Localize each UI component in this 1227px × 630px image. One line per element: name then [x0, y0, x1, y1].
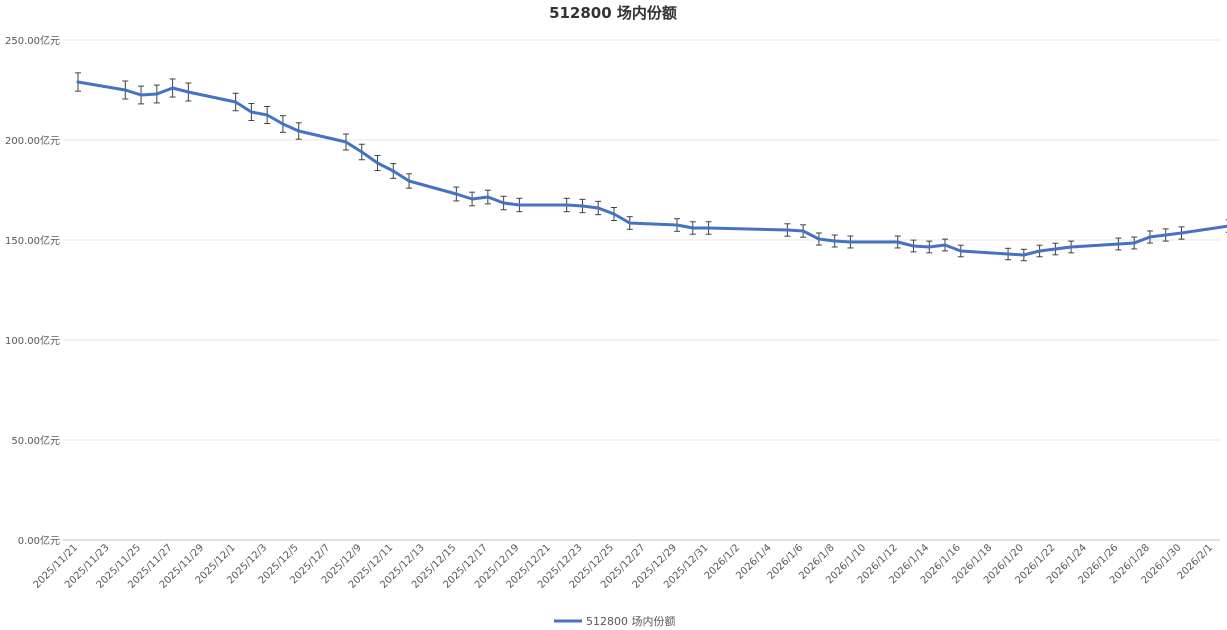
data-point: [517, 203, 521, 207]
data-point: [927, 245, 931, 249]
data-point: [1006, 252, 1010, 256]
data-point: [691, 226, 695, 230]
data-point: [1164, 233, 1168, 237]
data-point: [391, 169, 395, 173]
data-point: [580, 204, 584, 208]
data-point: [833, 239, 837, 243]
data-point: [502, 201, 506, 205]
data-point: [1069, 245, 1073, 249]
data-point: [817, 237, 821, 241]
legend: 512800 场内份额: [554, 614, 676, 628]
data-point: [281, 122, 285, 126]
data-point: [628, 221, 632, 225]
data-point: [675, 223, 679, 227]
y-tick-label: 250.00亿元: [5, 34, 60, 47]
y-tick-label: 100.00亿元: [5, 334, 60, 347]
data-point: [171, 86, 175, 90]
data-point: [123, 88, 127, 92]
x-axis-tick-labels: 2025/11/212025/11/232025/11/252025/11/27…: [32, 542, 1216, 591]
data-point: [297, 129, 301, 133]
data-point: [344, 140, 348, 144]
data-point: [76, 80, 80, 84]
data-point: [376, 161, 380, 165]
data-point: [1148, 235, 1152, 239]
data-point: [360, 150, 364, 154]
data-point: [1132, 241, 1136, 245]
legend-label: 512800 场内份额: [586, 614, 676, 628]
data-point: [454, 192, 458, 196]
data-point: [470, 197, 474, 201]
chart-title: 512800 场内份额: [549, 4, 677, 22]
data-point: [139, 93, 143, 97]
data-point: [801, 229, 805, 233]
data-point: [486, 195, 490, 199]
series-line: [76, 80, 1227, 257]
data-point: [1179, 231, 1183, 235]
data-point: [943, 243, 947, 247]
data-point: [1022, 253, 1026, 257]
data-point: [234, 100, 238, 104]
y-tick-label: 150.00亿元: [5, 234, 60, 247]
series-layer: [76, 80, 1227, 257]
data-point: [155, 92, 159, 96]
data-point: [1116, 242, 1120, 246]
data-point: [596, 206, 600, 210]
data-point: [612, 212, 616, 216]
data-point: [249, 110, 253, 114]
data-point: [407, 179, 411, 183]
data-point: [707, 226, 711, 230]
gridlines: [63, 39, 1220, 441]
data-point: [186, 90, 190, 94]
y-tick-label: 200.00亿元: [5, 134, 60, 147]
data-point: [911, 244, 915, 248]
y-tick-label: 0.00亿元: [18, 534, 60, 547]
data-point: [896, 240, 900, 244]
y-axis-tick-labels: 0.00亿元 50.00亿元 100.00亿元 150.00亿元 200.00亿元 250…: [5, 34, 60, 547]
data-point: [848, 240, 852, 244]
y-tick-label: 50.00亿元: [11, 434, 60, 447]
data-point: [565, 203, 569, 207]
data-point: [1053, 247, 1057, 251]
data-point: [785, 228, 789, 232]
data-point: [1038, 249, 1042, 253]
data-point: [265, 113, 269, 117]
data-point: [959, 249, 963, 253]
error-bars: [75, 72, 1227, 262]
